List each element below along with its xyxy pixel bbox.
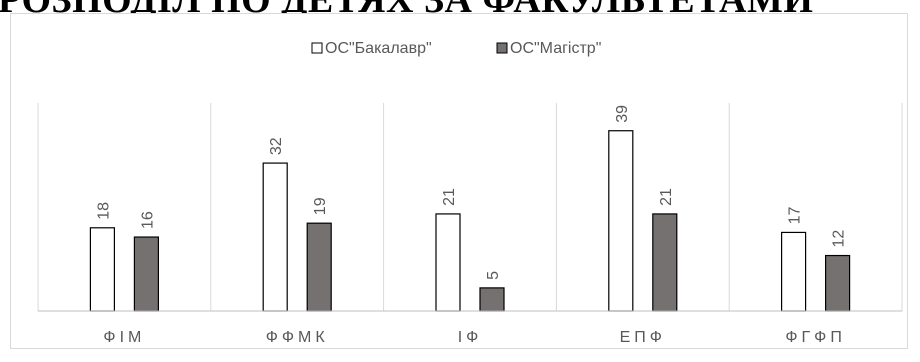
data-label: 16 (139, 211, 156, 229)
chart-legend: ОС"Бакалавр" ОС"Магістр" (311, 40, 601, 57)
x-tick-label: ФФМК (266, 329, 329, 346)
data-label: 18 (95, 202, 112, 220)
data-label: 39 (614, 105, 631, 123)
data-label: 17 (787, 207, 804, 225)
bars-group (89, 130, 851, 312)
bar-master (824, 254, 851, 312)
bar-bachelor (435, 213, 461, 312)
data-label: 21 (658, 188, 675, 206)
legend-label: ОС"Бакалавр" (325, 40, 432, 57)
bar-bachelor (780, 231, 807, 312)
data-labels-group: 18 16 32 19 21 5 39 21 17 12 (95, 105, 847, 280)
bar-bachelor (608, 130, 634, 312)
bar-master (306, 222, 332, 312)
data-label: 12 (831, 230, 848, 248)
legend-label: ОС"Магістр" (510, 40, 601, 57)
bar-master (133, 236, 159, 312)
bar-bachelor (89, 227, 116, 312)
category-separators (37, 103, 903, 311)
bar-master (479, 287, 505, 312)
x-tick-label: ЕПФ (620, 329, 666, 346)
data-label: 5 (485, 271, 502, 280)
x-tick-labels: ФІМ ФФМК ІФ ЕПФ ФГФП (103, 329, 846, 346)
bar-bachelor (262, 162, 288, 312)
legend-swatch (311, 42, 323, 54)
data-label: 32 (268, 137, 285, 155)
bar-master (652, 213, 678, 312)
data-label: 19 (312, 197, 329, 215)
x-tick-label: ФГФП (785, 329, 846, 346)
legend-swatch (496, 42, 508, 54)
x-tick-label: ІФ (458, 329, 483, 346)
data-label: 21 (441, 188, 458, 206)
x-tick-label: ФІМ (103, 329, 145, 346)
